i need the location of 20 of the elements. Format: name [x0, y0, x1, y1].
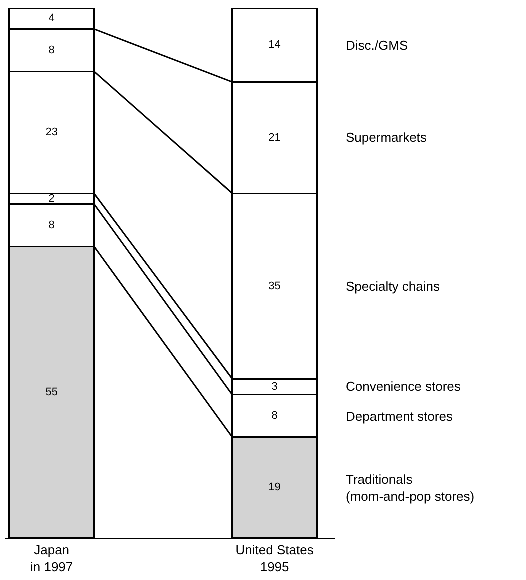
data-label: 21 — [268, 132, 281, 144]
text: Department stores — [346, 409, 454, 424]
text: Disc./GMS — [346, 38, 408, 53]
data-label: 19 — [268, 482, 281, 494]
text: Supermarkets — [346, 130, 428, 145]
data-label: 8 — [48, 219, 55, 232]
x-tick-label: United States 1995 — [236, 542, 314, 574]
data-label: 2 — [48, 192, 55, 205]
data-label: 3 — [272, 380, 278, 393]
text: Convenience stores — [346, 379, 462, 394]
text: Specialty chains — [346, 279, 440, 294]
text: Traditionals (mom-and-pop stores) — [346, 472, 475, 504]
data-label: 4 — [48, 12, 55, 25]
data-label: 8 — [272, 410, 278, 422]
data-label: 55 — [46, 386, 58, 398]
data-label: 8 — [48, 44, 55, 56]
data-label: 14 — [268, 39, 281, 52]
data-label: 35 — [268, 280, 281, 292]
x-tick-label: Japan in 1997 — [30, 542, 74, 574]
data-label: 23 — [46, 126, 58, 139]
